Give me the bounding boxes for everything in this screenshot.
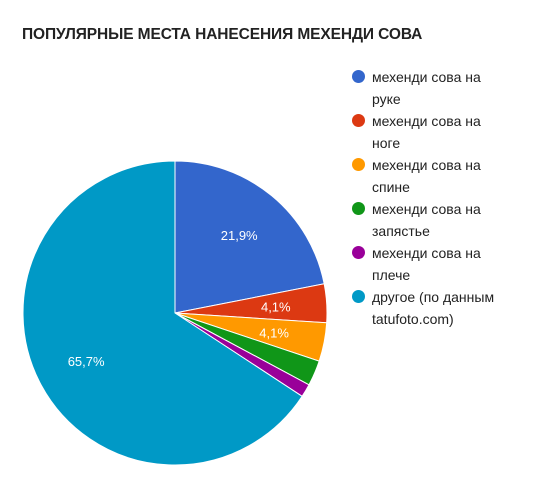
legend-label-line: мехенди сова на: [372, 69, 481, 85]
pie-slice-label-5: 65,7%: [68, 354, 105, 369]
legend-label-line: другое (по данным: [372, 289, 495, 305]
legend-item-1: мехенди сова на ноге: [352, 110, 552, 154]
legend-label-0: мехенди сова на руке: [372, 66, 547, 110]
pie-slice-labels: 21,9% 4,1% 4,1% 65,7%: [68, 228, 291, 369]
chart-title: ПОПУЛЯРНЫЕ МЕСТА НАНЕСЕНИЯ МЕХЕНДИ СОВА: [22, 26, 423, 43]
legend-swatch-1: [352, 114, 365, 127]
legend-label-line: мехенди сова на: [372, 201, 481, 217]
legend-label-line: запястье: [372, 223, 430, 239]
legend-item-5: другое (по данным tatufoto.com): [352, 286, 552, 330]
legend-item-3: мехенди сова на запястье: [352, 198, 552, 242]
legend-label-2: мехенди сова на спине: [372, 154, 547, 198]
pie-slices: [22, 160, 328, 466]
legend-label-line: tatufoto.com): [372, 311, 454, 327]
legend-swatch-4: [352, 246, 365, 259]
legend-swatch-0: [352, 70, 365, 83]
legend-label-line: мехенди сова на: [372, 157, 481, 173]
legend-item-2: мехенди сова на спине: [352, 154, 552, 198]
legend-label-1: мехенди сова на ноге: [372, 110, 547, 154]
legend-label-line: мехенди сова на: [372, 113, 481, 129]
legend-swatch-3: [352, 202, 365, 215]
legend-item-4: мехенди сова на плече: [352, 242, 552, 286]
legend-label-line: спине: [372, 179, 410, 195]
legend-item-0: мехенди сова на руке: [352, 66, 552, 110]
legend-swatch-2: [352, 158, 365, 171]
pie-slice-label-1: 4,1%: [261, 299, 291, 314]
pie-slice-5: [22, 160, 303, 466]
legend-label-line: мехенди сова на: [372, 245, 481, 261]
legend-label-3: мехенди сова на запястье: [372, 198, 547, 242]
chart-legend: мехенди сова на руке мехенди сова на ноге ме…: [352, 66, 552, 330]
pie-slice-label-2: 4,1%: [259, 325, 289, 340]
legend-swatch-5: [352, 290, 365, 303]
legend-label-line: руке: [372, 91, 401, 107]
legend-label-4: мехенди сова на плече: [372, 242, 547, 286]
legend-label-line: ноге: [372, 135, 401, 151]
pie-slice-0: [174, 160, 325, 314]
pie-slice-label-0: 21,9%: [221, 228, 258, 243]
legend-label-line: плече: [372, 267, 411, 283]
legend-label-5: другое (по данным tatufoto.com): [372, 286, 547, 330]
